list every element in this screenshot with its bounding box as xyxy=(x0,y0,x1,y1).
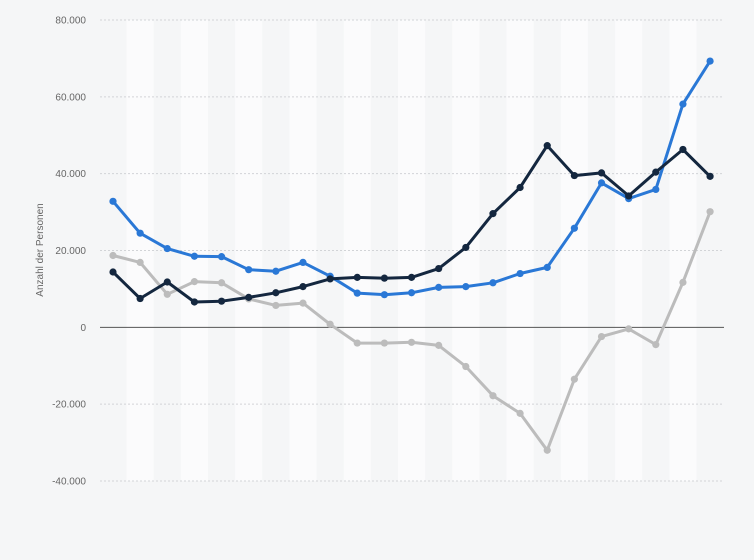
data-point[interactable] xyxy=(380,339,388,347)
data-point[interactable] xyxy=(516,269,524,278)
data-point[interactable] xyxy=(597,332,606,341)
data-point[interactable] xyxy=(570,171,578,180)
data-point[interactable] xyxy=(380,274,388,282)
data-point[interactable] xyxy=(163,244,171,253)
y-axis-ticks: 80.000 60.000 40.000 20.000 0 -20.000 -40.000 xyxy=(52,16,86,488)
data-point[interactable] xyxy=(625,325,633,333)
data-point[interactable] xyxy=(679,100,687,108)
data-point[interactable] xyxy=(435,341,443,349)
data-point[interactable] xyxy=(516,183,524,192)
data-point[interactable] xyxy=(489,210,497,218)
data-point[interactable] xyxy=(272,289,280,297)
y-axis-label: Anzahl der Personen xyxy=(35,203,46,296)
data-point[interactable] xyxy=(272,301,280,310)
data-point[interactable] xyxy=(136,258,144,267)
data-point[interactable] xyxy=(435,264,443,273)
data-point[interactable] xyxy=(190,252,199,260)
data-point[interactable] xyxy=(706,208,714,216)
gridlines xyxy=(100,19,724,482)
data-point[interactable] xyxy=(543,446,551,454)
data-point[interactable] xyxy=(299,258,307,267)
data-point[interactable] xyxy=(136,294,144,303)
data-point[interactable] xyxy=(597,179,606,187)
series-2 xyxy=(109,142,714,306)
data-point[interactable] xyxy=(652,341,660,349)
data-point[interactable] xyxy=(245,266,253,274)
data-point[interactable] xyxy=(407,338,416,346)
data-point[interactable] xyxy=(109,251,117,260)
data-point[interactable] xyxy=(109,197,117,205)
data-point[interactable] xyxy=(462,362,470,371)
data-point[interactable] xyxy=(462,243,470,252)
data-point[interactable] xyxy=(570,375,578,383)
data-point[interactable] xyxy=(679,278,687,286)
data-point[interactable] xyxy=(299,283,307,291)
data-point[interactable] xyxy=(217,297,226,305)
y-tick-label: 80.000 xyxy=(55,16,86,27)
y-tick-label: 20.000 xyxy=(55,246,86,257)
data-point[interactable] xyxy=(489,279,497,287)
data-point[interactable] xyxy=(462,283,470,291)
data-point[interactable] xyxy=(272,267,280,275)
data-point[interactable] xyxy=(353,273,361,281)
data-point[interactable] xyxy=(543,142,551,150)
data-point[interactable] xyxy=(163,278,171,286)
y-tick-label: 40.000 xyxy=(55,169,86,180)
data-point[interactable] xyxy=(326,275,334,283)
data-point[interactable] xyxy=(407,289,416,297)
data-point[interactable] xyxy=(407,273,416,281)
data-point[interactable] xyxy=(190,298,199,306)
data-point[interactable] xyxy=(435,283,443,291)
data-point[interactable] xyxy=(489,392,497,400)
data-point[interactable] xyxy=(516,409,524,417)
data-point[interactable] xyxy=(543,263,551,272)
y-tick-label: 0 xyxy=(80,323,86,334)
data-point[interactable] xyxy=(217,279,226,287)
data-point[interactable] xyxy=(625,192,633,200)
data-point[interactable] xyxy=(353,339,361,347)
y-tick-label: 60.000 xyxy=(55,92,86,103)
data-point[interactable] xyxy=(136,229,144,237)
y-tick-label: -20.000 xyxy=(52,400,86,411)
data-point[interactable] xyxy=(326,320,334,328)
data-point[interactable] xyxy=(190,278,199,286)
data-point[interactable] xyxy=(597,169,606,177)
data-point[interactable] xyxy=(652,168,660,176)
data-point[interactable] xyxy=(109,268,117,276)
y-tick-label: -40.000 xyxy=(52,477,86,488)
series-3 xyxy=(109,208,714,454)
data-point[interactable] xyxy=(217,253,226,261)
data-point[interactable] xyxy=(652,185,660,194)
data-point[interactable] xyxy=(245,293,253,301)
data-point[interactable] xyxy=(706,57,714,65)
data-point[interactable] xyxy=(299,299,307,307)
data-point[interactable] xyxy=(570,224,578,232)
data-point[interactable] xyxy=(706,172,714,180)
series-lines xyxy=(109,57,714,454)
data-point[interactable] xyxy=(679,145,687,154)
data-point[interactable] xyxy=(380,291,388,299)
data-point[interactable] xyxy=(163,290,171,298)
data-point[interactable] xyxy=(353,289,361,297)
